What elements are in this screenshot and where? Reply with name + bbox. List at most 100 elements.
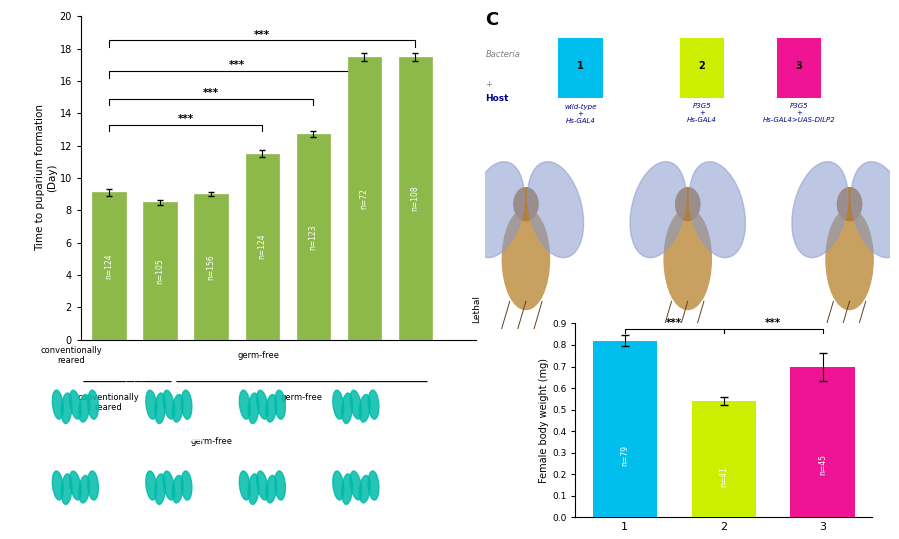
Ellipse shape	[369, 471, 378, 500]
Ellipse shape	[342, 474, 352, 505]
Text: ***: ***	[177, 114, 193, 123]
Ellipse shape	[350, 471, 361, 500]
Ellipse shape	[851, 162, 899, 258]
Text: n=105: n=105	[156, 258, 165, 284]
Ellipse shape	[275, 471, 285, 500]
Ellipse shape	[360, 475, 370, 503]
Y-axis label: Time to puparium formation
(Day): Time to puparium formation (Day)	[35, 105, 57, 251]
Ellipse shape	[333, 471, 343, 500]
Ellipse shape	[266, 395, 277, 422]
Text: n=45: n=45	[818, 454, 827, 475]
Ellipse shape	[88, 471, 98, 500]
Ellipse shape	[61, 393, 72, 424]
Ellipse shape	[155, 393, 165, 424]
Ellipse shape	[79, 395, 90, 422]
Ellipse shape	[360, 395, 370, 422]
Text: 2 mm: 2 mm	[276, 513, 290, 519]
Bar	[245, 154, 279, 340]
Text: germ-free: germ-free	[191, 438, 232, 446]
Ellipse shape	[79, 475, 90, 503]
Ellipse shape	[155, 474, 165, 505]
Text: 2 mm: 2 mm	[89, 513, 103, 519]
Ellipse shape	[69, 471, 81, 500]
Text: 2 mm: 2 mm	[369, 513, 384, 519]
Bar	[691, 401, 756, 517]
Text: n=79: n=79	[620, 445, 629, 466]
Ellipse shape	[503, 209, 549, 309]
Ellipse shape	[256, 471, 268, 500]
Circle shape	[838, 188, 861, 220]
Ellipse shape	[333, 390, 343, 419]
Ellipse shape	[173, 475, 183, 503]
Ellipse shape	[146, 390, 156, 419]
Ellipse shape	[275, 390, 285, 419]
Ellipse shape	[266, 475, 277, 503]
Ellipse shape	[146, 471, 156, 500]
Circle shape	[676, 188, 699, 220]
Text: ***: ***	[765, 317, 781, 328]
Ellipse shape	[630, 162, 686, 258]
Text: +L. brevis: +L. brevis	[125, 457, 152, 461]
Bar	[297, 134, 330, 340]
Ellipse shape	[664, 209, 711, 309]
Bar	[194, 194, 227, 340]
Ellipse shape	[826, 209, 873, 309]
Ellipse shape	[52, 471, 63, 500]
Bar	[592, 341, 657, 517]
Ellipse shape	[61, 474, 72, 505]
Ellipse shape	[182, 471, 191, 500]
Ellipse shape	[350, 390, 361, 419]
Ellipse shape	[528, 162, 583, 258]
Circle shape	[514, 188, 538, 220]
Ellipse shape	[88, 390, 98, 419]
Text: germ-free: germ-free	[237, 351, 279, 360]
Text: n=124: n=124	[104, 253, 113, 279]
Text: germ-free: germ-free	[281, 393, 323, 402]
Text: 3: 3	[796, 60, 803, 71]
Bar	[398, 57, 432, 340]
Ellipse shape	[163, 390, 174, 419]
Ellipse shape	[342, 393, 352, 424]
Bar	[790, 367, 855, 517]
Ellipse shape	[69, 390, 81, 419]
Ellipse shape	[52, 390, 63, 419]
Text: ***: ***	[203, 88, 219, 98]
FancyBboxPatch shape	[777, 38, 822, 98]
Text: wild-type
+
Hs-GAL4: wild-type + Hs-GAL4	[565, 103, 597, 123]
Text: n=108: n=108	[411, 185, 420, 211]
FancyBboxPatch shape	[680, 38, 725, 98]
Ellipse shape	[690, 162, 745, 258]
Bar	[348, 57, 381, 340]
Text: +: +	[485, 80, 493, 89]
Ellipse shape	[239, 390, 250, 419]
Ellipse shape	[173, 395, 183, 422]
Text: 2: 2	[699, 60, 706, 71]
Text: conventionally
reared: conventionally reared	[40, 346, 102, 365]
FancyBboxPatch shape	[558, 38, 602, 98]
Text: Bacteria: Bacteria	[485, 50, 521, 59]
Ellipse shape	[163, 471, 174, 500]
Text: +L. plantarum: +L. plantarum	[218, 457, 256, 461]
Text: conventionally
reared: conventionally reared	[77, 393, 139, 412]
Text: +All five
bacteria: +All five bacteria	[125, 376, 147, 386]
Text: ***: ***	[666, 317, 682, 328]
Text: 2 mm: 2 mm	[182, 432, 197, 438]
Y-axis label: Female body weight (mg): Female body weight (mg)	[539, 358, 549, 483]
Text: +A. pomorum: +A. pomorum	[218, 376, 255, 381]
Text: +C. intestini: +C. intestini	[312, 376, 344, 381]
Text: n=72: n=72	[360, 188, 369, 209]
Text: 2 mm: 2 mm	[276, 432, 290, 438]
Text: Lethal: Lethal	[472, 295, 481, 323]
Text: 2 mm: 2 mm	[369, 432, 384, 438]
Text: +G. morbifer: +G. morbifer	[31, 457, 66, 461]
Text: n=41: n=41	[719, 466, 728, 487]
Text: 2 mm: 2 mm	[182, 513, 197, 519]
Text: P3G5
+
Hs-GAL4>UAS-DILP2: P3G5 + Hs-GAL4>UAS-DILP2	[762, 103, 835, 123]
Text: n=124: n=124	[258, 234, 267, 259]
Text: Host: Host	[485, 94, 509, 103]
Ellipse shape	[468, 162, 524, 258]
Ellipse shape	[248, 393, 259, 424]
Text: 1: 1	[577, 60, 584, 71]
Text: +None: +None	[312, 457, 330, 461]
Text: ***: ***	[228, 60, 245, 70]
